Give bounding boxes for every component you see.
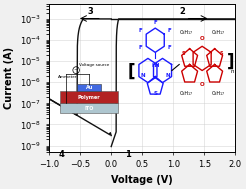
Text: 4: 4 <box>59 150 64 159</box>
Text: 2: 2 <box>179 7 185 15</box>
X-axis label: Voltage (V): Voltage (V) <box>111 175 173 185</box>
Text: 3: 3 <box>88 7 93 15</box>
Y-axis label: Current (A): Current (A) <box>4 47 14 109</box>
Text: 1: 1 <box>125 150 131 159</box>
